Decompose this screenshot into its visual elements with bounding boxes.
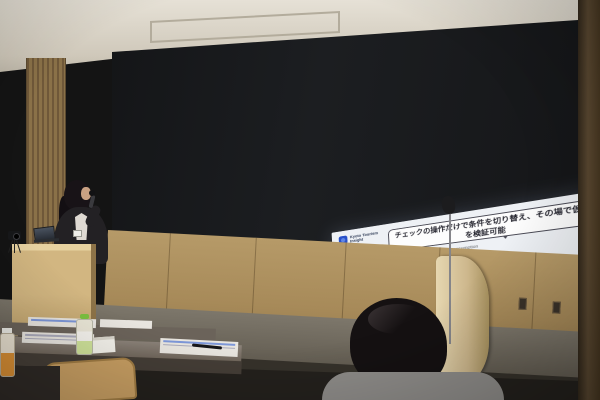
presenter-face <box>81 187 91 200</box>
microphone-stand <box>449 206 451 344</box>
audience-member-shoulders <box>322 372 504 400</box>
camera-body <box>8 231 21 240</box>
bottle-body <box>76 319 93 355</box>
bottle-body <box>0 333 15 377</box>
power-outlet <box>518 297 528 311</box>
power-outlet <box>552 301 561 314</box>
handheld-microphone-head <box>89 190 95 196</box>
camera-on-tripod <box>8 231 21 253</box>
logo-text: Kyoto Tourism Insight <box>349 230 379 244</box>
green-tea-bottle <box>76 314 93 355</box>
beige-partition-panel <box>436 256 489 388</box>
bottle-cap <box>80 314 89 319</box>
presenter-name-badge <box>73 230 82 237</box>
ceiling-recess-panel <box>150 11 340 43</box>
bottle-cap <box>2 328 12 333</box>
laptop <box>33 225 60 243</box>
drink-bottle <box>0 328 15 377</box>
right-wood-pillar <box>578 0 600 400</box>
